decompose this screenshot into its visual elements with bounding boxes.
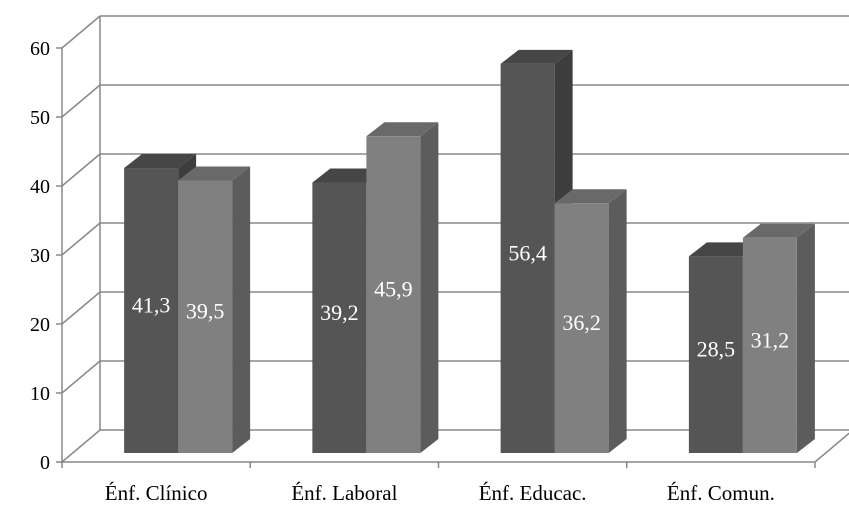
- y-tick-label: 40: [30, 176, 50, 198]
- y-tick-label: 30: [30, 245, 50, 267]
- data-label: 39,5: [186, 299, 225, 324]
- gridline-side: [61, 291, 101, 325]
- bar: [178, 166, 251, 453]
- bar: [742, 223, 815, 453]
- bar-front-face: [500, 63, 555, 454]
- bar-top-face: [554, 189, 627, 204]
- gridline-side: [61, 84, 101, 118]
- bar-side-face: [796, 223, 815, 453]
- data-label: 31,2: [751, 327, 790, 352]
- bar-top-face: [742, 223, 815, 238]
- bar-front-face: [688, 256, 743, 453]
- bar-top-face: [366, 122, 439, 137]
- y-tick-label: 50: [30, 107, 50, 129]
- data-label: 56,4: [508, 240, 547, 265]
- x-axis-category-label: Énf. Educac.: [479, 481, 587, 505]
- bar-front-face: [742, 237, 797, 453]
- y-tick-label: 20: [30, 314, 50, 336]
- data-labels: 41,3 39,5 39,2 45,9 56,4 36,2 28,5 31,2: [132, 240, 789, 361]
- bar-side-face: [232, 166, 251, 453]
- chart-floor: [59, 429, 849, 463]
- gridline-side: [61, 360, 101, 394]
- gridline-side: [61, 153, 101, 187]
- bar-front-face: [178, 180, 233, 453]
- gridline-side: [61, 15, 101, 49]
- bar-front-face: [366, 136, 421, 454]
- bar-front-face: [312, 182, 367, 453]
- x-axis-category-label: Énf. Comun.: [667, 481, 775, 505]
- bars: [124, 49, 815, 454]
- data-label: 41,3: [132, 293, 171, 318]
- data-label: 39,2: [320, 300, 359, 325]
- y-tick-label: 10: [30, 383, 50, 405]
- gridline-side: [61, 222, 101, 256]
- data-label: 36,2: [562, 310, 601, 335]
- x-axis-category-label: Énf. Clínico: [105, 481, 208, 505]
- y-tick-label: 0: [40, 452, 50, 474]
- y-axis-tick-labels: 0 10 20 30 40 50 60: [30, 38, 62, 474]
- bar-top-face: [178, 166, 251, 181]
- bar-top-face: [124, 154, 197, 169]
- data-label: 28,5: [697, 337, 736, 362]
- data-label: 45,9: [374, 277, 413, 302]
- x-axis-category-label: Énf. Laboral: [291, 481, 397, 505]
- bar-front-face: [124, 168, 179, 453]
- bar-side-face: [608, 189, 627, 453]
- x-axis: Énf. Clínico Énf. Laboral Énf. Educac. Énf.…: [61, 462, 816, 505]
- bar: [554, 189, 627, 453]
- bar-top-face: [500, 49, 573, 64]
- bar-side-face: [420, 122, 439, 453]
- bar: [366, 122, 439, 454]
- y-tick-label: 60: [30, 38, 50, 60]
- bar-front-face: [554, 203, 609, 453]
